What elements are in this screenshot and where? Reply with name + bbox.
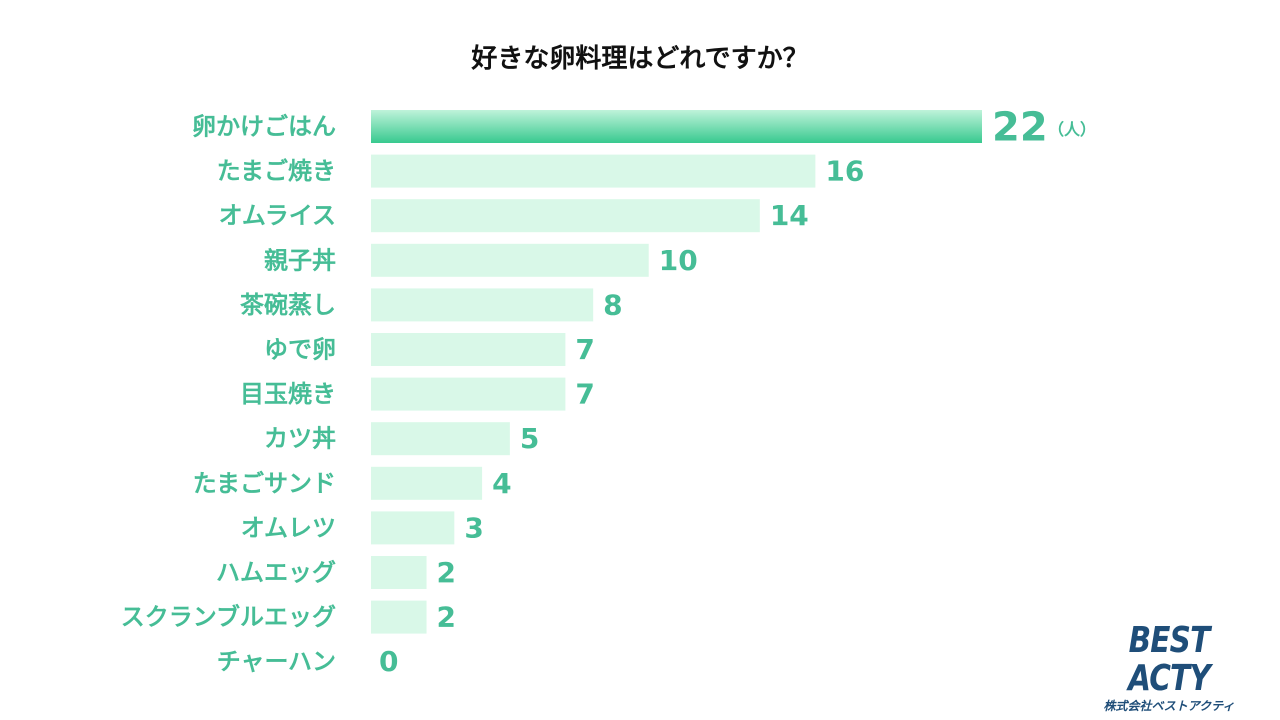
value-label: 22 [992, 105, 1048, 151]
bar [371, 154, 816, 188]
unit-label: （人） [1048, 120, 1096, 139]
bar [371, 556, 427, 589]
chart-title: 好きな卵料理はどれですか？ [471, 44, 809, 74]
category-label: 目玉焼き [240, 380, 336, 408]
category-label: ゆで卵 [264, 336, 336, 364]
value-label: 10 [659, 244, 698, 277]
category-label: たまごサンド [193, 469, 336, 497]
category-label: 親子丼 [264, 246, 336, 274]
value-label: 5 [520, 422, 539, 455]
value-label: 14 [770, 199, 809, 232]
logo-wordmark: BEST ACTY [1128, 620, 1211, 699]
logo-company-name: 株式会社ベストアクティ [1103, 699, 1235, 713]
category-label: チャーハン [217, 648, 336, 676]
value-label: 2 [437, 601, 456, 634]
bar [371, 422, 510, 456]
category-label: カツ丼 [264, 425, 336, 453]
bar [371, 110, 982, 143]
category-label: スクランブルエッグ [121, 603, 336, 631]
value-label: 3 [464, 511, 483, 544]
value-label: 7 [575, 333, 594, 366]
category-label: ハムエッグ [216, 559, 336, 587]
company-logo: BEST ACTY 株式会社ベストアクティ [1076, 622, 1262, 714]
bar [371, 288, 594, 322]
bar [371, 466, 483, 500]
category-label: オムライス [219, 202, 336, 230]
bar [371, 199, 760, 233]
category-label: 卵かけごはん [192, 113, 336, 141]
value-label: 8 [603, 288, 622, 321]
bar [371, 377, 566, 411]
category-label: たまご焼き [217, 157, 336, 185]
value-label: 16 [825, 155, 864, 188]
bar [371, 333, 566, 366]
category-label: 茶碗蒸し [240, 291, 336, 319]
value-label: 7 [575, 378, 594, 411]
bar [371, 243, 649, 277]
category-label: オムレツ [241, 514, 336, 542]
value-label: 0 [379, 645, 398, 678]
bar [371, 600, 427, 634]
bar [371, 511, 455, 545]
value-label: 2 [437, 556, 456, 589]
value-label: 4 [492, 467, 511, 500]
